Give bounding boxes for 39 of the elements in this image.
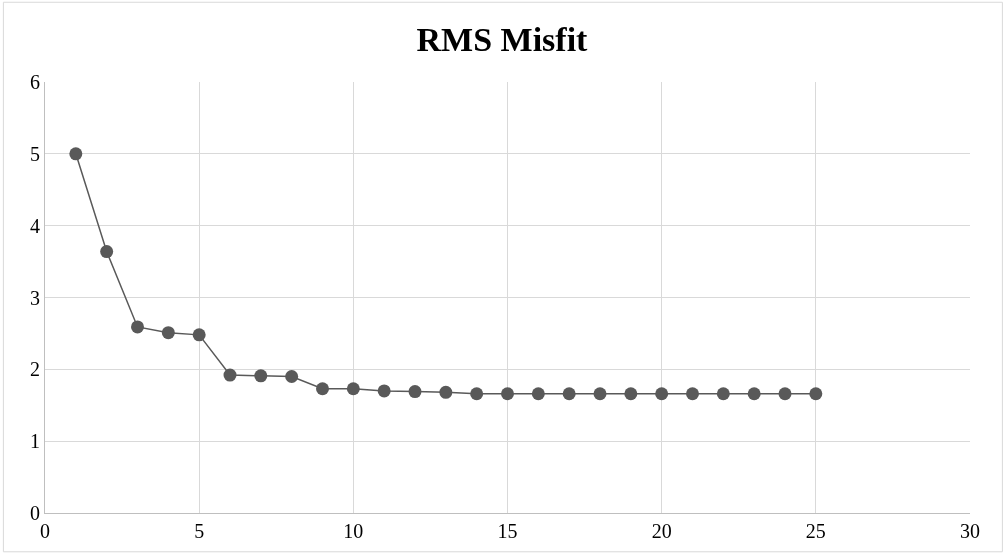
point <box>192 328 206 342</box>
point <box>223 368 237 382</box>
x-tick-label: 15 <box>497 520 518 542</box>
point <box>562 387 576 401</box>
point <box>716 387 730 401</box>
x-tick-label: 10 <box>343 520 364 542</box>
point <box>655 387 669 401</box>
point <box>285 370 299 384</box>
point <box>747 387 761 401</box>
point <box>593 387 607 401</box>
y-tick-label: 0 <box>30 502 40 524</box>
x-tick-label: 5 <box>194 520 205 542</box>
point <box>470 387 484 401</box>
point <box>69 147 83 161</box>
point <box>686 387 699 401</box>
point <box>254 369 268 383</box>
point <box>809 387 823 401</box>
point <box>131 320 144 334</box>
x-tick-label: 25 <box>805 520 826 542</box>
point <box>161 326 175 340</box>
point <box>624 387 638 401</box>
point <box>531 387 545 401</box>
point <box>439 385 453 399</box>
point <box>408 385 422 399</box>
point <box>501 387 514 401</box>
y-tick-label: 1 <box>30 430 40 453</box>
point <box>316 382 329 396</box>
point <box>100 245 114 259</box>
y-tick-label: 5 <box>30 142 40 165</box>
y-tick-label: 3 <box>30 286 40 309</box>
y-tick-label: 4 <box>30 214 40 237</box>
y-tick-label: 6 <box>30 71 40 93</box>
point <box>377 384 391 398</box>
x-tick-label: 30 <box>960 520 980 542</box>
y-tick-label: 2 <box>30 358 40 381</box>
chart-title: RMS Misfit <box>416 20 589 58</box>
point <box>346 382 360 396</box>
point <box>778 387 792 401</box>
x-tick-label: 20 <box>651 520 672 542</box>
